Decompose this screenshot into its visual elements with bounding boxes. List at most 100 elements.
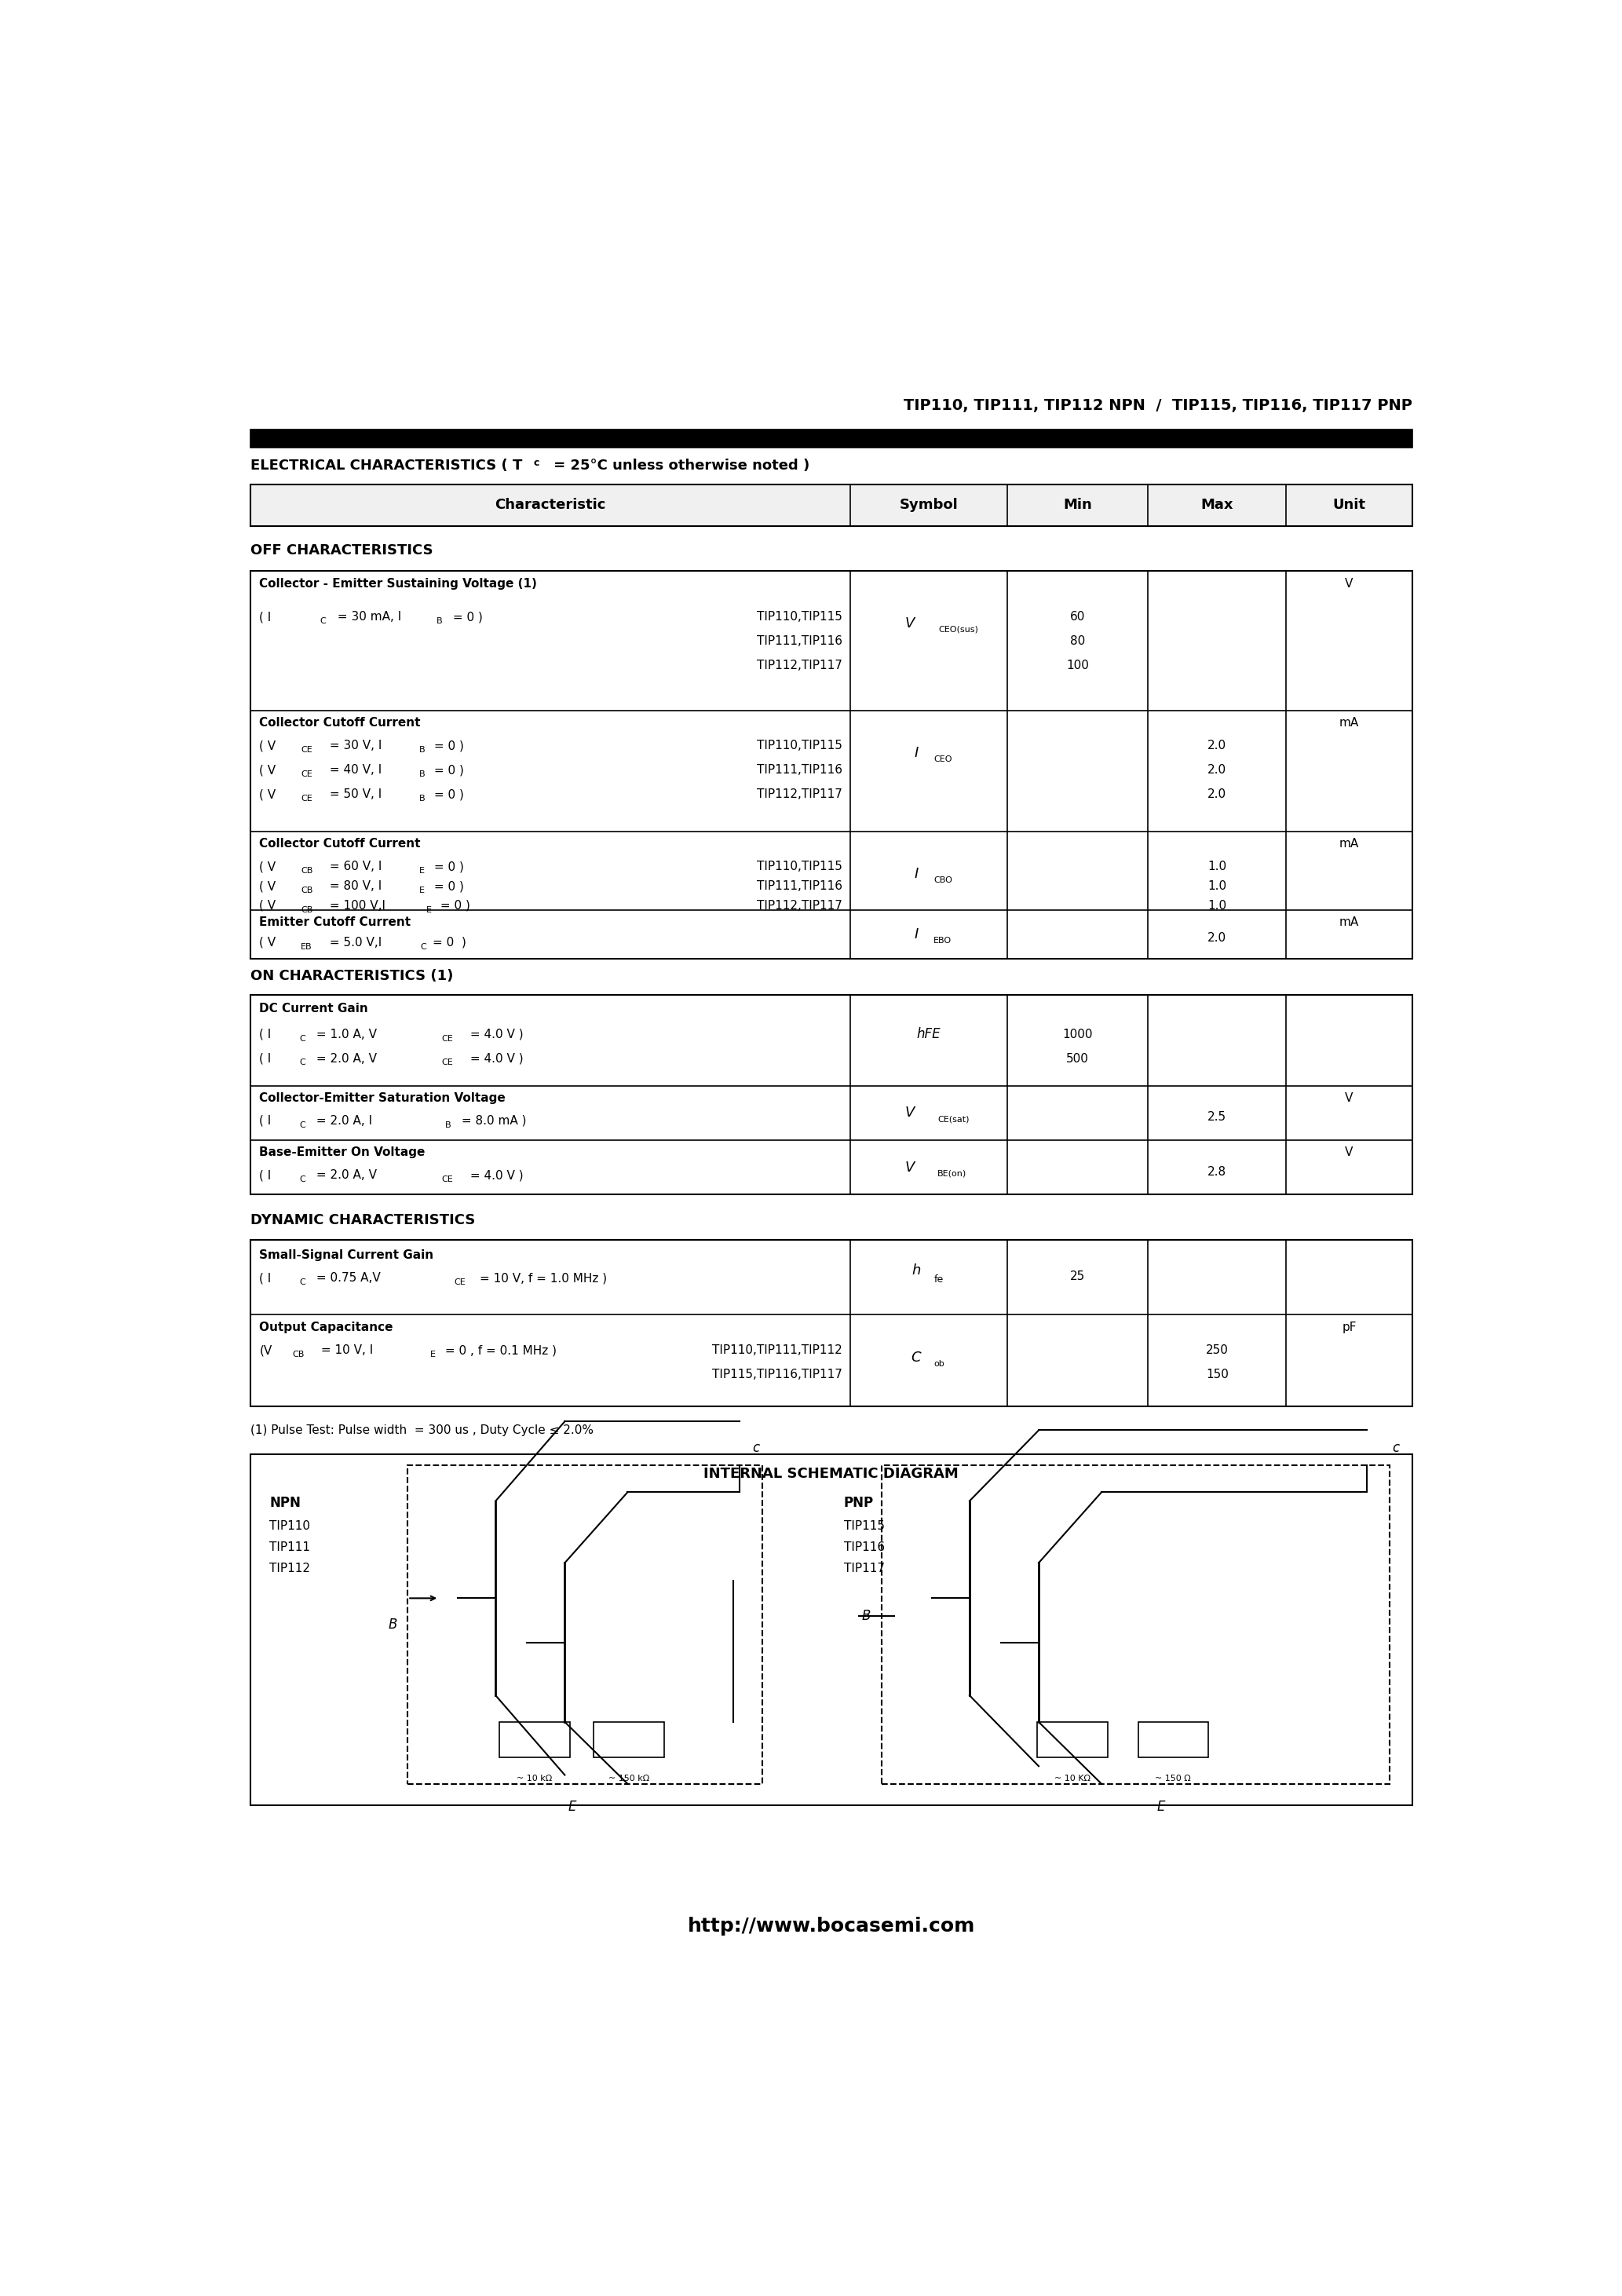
Text: NPN: NPN (269, 1495, 300, 1511)
Text: ( V: ( V (260, 788, 276, 801)
Text: = 2.0 A, I: = 2.0 A, I (311, 1116, 371, 1127)
Text: TIP110,TIP115: TIP110,TIP115 (757, 739, 842, 751)
Text: B: B (436, 618, 443, 625)
Text: 500: 500 (1066, 1052, 1088, 1065)
Text: ( I: ( I (260, 611, 271, 622)
Text: BE(on): BE(on) (938, 1169, 967, 1178)
Text: TIP112,TIP117: TIP112,TIP117 (757, 788, 842, 801)
Text: TIP111: TIP111 (269, 1541, 310, 1552)
Text: E: E (430, 1350, 436, 1359)
Text: = 4.0 V ): = 4.0 V ) (467, 1029, 524, 1040)
Text: = 80 V, I: = 80 V, I (326, 879, 381, 893)
Text: INTERNAL SCHEMATIC DIAGRAM: INTERNAL SCHEMATIC DIAGRAM (704, 1467, 959, 1481)
Text: TIP110: TIP110 (269, 1520, 310, 1531)
Text: = 50 V, I: = 50 V, I (326, 788, 381, 801)
Text: V: V (1345, 1146, 1353, 1157)
Text: = 0.75 A,V: = 0.75 A,V (311, 1272, 380, 1283)
Text: CB: CB (300, 868, 313, 875)
Text: = 8.0 mA ): = 8.0 mA ) (457, 1116, 527, 1127)
Bar (250, 429, 1413, 448)
Text: Max: Max (1200, 498, 1233, 512)
Text: Min: Min (1064, 498, 1092, 512)
Text: ~ 150 kΩ: ~ 150 kΩ (608, 1775, 649, 1782)
Text: TIP111,TIP116: TIP111,TIP116 (757, 879, 842, 893)
Text: pF: pF (1341, 1322, 1356, 1334)
Text: ( V: ( V (260, 937, 276, 948)
Text: 1000: 1000 (1062, 1029, 1093, 1040)
Bar (407, 1465, 762, 1784)
Text: PNP: PNP (843, 1495, 874, 1511)
Text: CE: CE (441, 1176, 453, 1182)
Text: TIP115: TIP115 (843, 1520, 884, 1531)
Text: = 0 ): = 0 ) (449, 611, 483, 622)
Text: I: I (915, 928, 918, 941)
Text: C: C (300, 1035, 305, 1042)
Text: B: B (388, 1619, 397, 1632)
Text: ( V: ( V (260, 739, 276, 751)
Text: fe: fe (934, 1274, 944, 1283)
Text: c: c (534, 459, 539, 468)
Bar (1139, 1722, 1208, 1756)
Text: CE(sat): CE(sat) (938, 1116, 970, 1123)
Text: = 4.0 V ): = 4.0 V ) (467, 1169, 524, 1180)
Text: V: V (905, 1107, 915, 1120)
Text: ~ 10 KΩ: ~ 10 KΩ (1054, 1775, 1090, 1782)
Text: 2.8: 2.8 (1208, 1166, 1226, 1178)
Text: c: c (753, 1440, 759, 1456)
Text: CE: CE (441, 1035, 453, 1042)
Text: (1) Pulse Test: Pulse width  = 300 us , Duty Cycle ≤ 2.0%: (1) Pulse Test: Pulse width = 300 us , D… (250, 1424, 594, 1437)
Bar (250, 572, 1413, 960)
Text: B: B (446, 1120, 451, 1130)
Text: hFE: hFE (916, 1026, 941, 1042)
Bar (500, 1722, 569, 1756)
Text: Collector Cutoff Current: Collector Cutoff Current (260, 838, 420, 850)
Text: ~ 150 Ω: ~ 150 Ω (1155, 1775, 1191, 1782)
Text: ON CHARACTERISTICS (1): ON CHARACTERISTICS (1) (250, 969, 454, 983)
Text: (V: (V (260, 1345, 272, 1357)
Text: TIP117: TIP117 (843, 1561, 884, 1575)
Text: CEO(sus): CEO(sus) (939, 625, 978, 634)
Text: = 30 V, I: = 30 V, I (326, 739, 381, 751)
Text: B: B (861, 1609, 871, 1623)
Text: ( I: ( I (260, 1052, 271, 1065)
Text: Base-Emitter On Voltage: Base-Emitter On Voltage (260, 1146, 425, 1157)
Text: 100: 100 (1066, 659, 1088, 670)
Text: mA: mA (1340, 838, 1359, 850)
Text: = 40 V, I: = 40 V, I (326, 765, 381, 776)
Text: TIP115,TIP116,TIP117: TIP115,TIP116,TIP117 (712, 1368, 842, 1380)
Text: = 5.0 V,I: = 5.0 V,I (326, 937, 381, 948)
Text: TIP111,TIP116: TIP111,TIP116 (757, 636, 842, 647)
Text: C: C (912, 1350, 921, 1364)
Text: TIP112,TIP117: TIP112,TIP117 (757, 659, 842, 670)
Text: E: E (427, 907, 431, 914)
Text: TIP112: TIP112 (269, 1561, 310, 1575)
Text: TIP110,TIP115: TIP110,TIP115 (757, 861, 842, 872)
Text: E: E (418, 886, 425, 895)
Bar (250, 1240, 1413, 1405)
Text: 2.0: 2.0 (1208, 788, 1226, 801)
Text: B: B (418, 771, 425, 778)
Text: V: V (1345, 579, 1353, 590)
Text: CB: CB (300, 907, 313, 914)
Text: = 10 V, I: = 10 V, I (318, 1345, 373, 1357)
Text: Emitter Cutoff Current: Emitter Cutoff Current (260, 916, 410, 928)
Text: ob: ob (934, 1359, 944, 1368)
Bar (882, 1465, 1390, 1784)
Text: C: C (300, 1120, 305, 1130)
Text: = 1.0 A, V: = 1.0 A, V (311, 1029, 376, 1040)
Text: CB: CB (300, 886, 313, 895)
Text: TIP110,TIP111,TIP112: TIP110,TIP111,TIP112 (712, 1345, 842, 1357)
Text: = 0 , f = 0.1 MHz ): = 0 , f = 0.1 MHz ) (441, 1345, 556, 1357)
Text: CBO: CBO (934, 877, 952, 884)
Text: 80: 80 (1071, 636, 1085, 647)
Text: TIP116: TIP116 (843, 1541, 884, 1552)
Text: E: E (418, 868, 425, 875)
Text: ( I: ( I (260, 1272, 271, 1283)
Text: 1.0: 1.0 (1208, 879, 1226, 893)
Bar (250, 1456, 1413, 1805)
Text: = 30 mA, I: = 30 mA, I (334, 611, 401, 622)
Bar (1038, 1722, 1108, 1756)
Text: = 0 ): = 0 ) (430, 861, 464, 872)
Text: E: E (1156, 1800, 1165, 1814)
Text: Small-Signal Current Gain: Small-Signal Current Gain (260, 1249, 433, 1261)
